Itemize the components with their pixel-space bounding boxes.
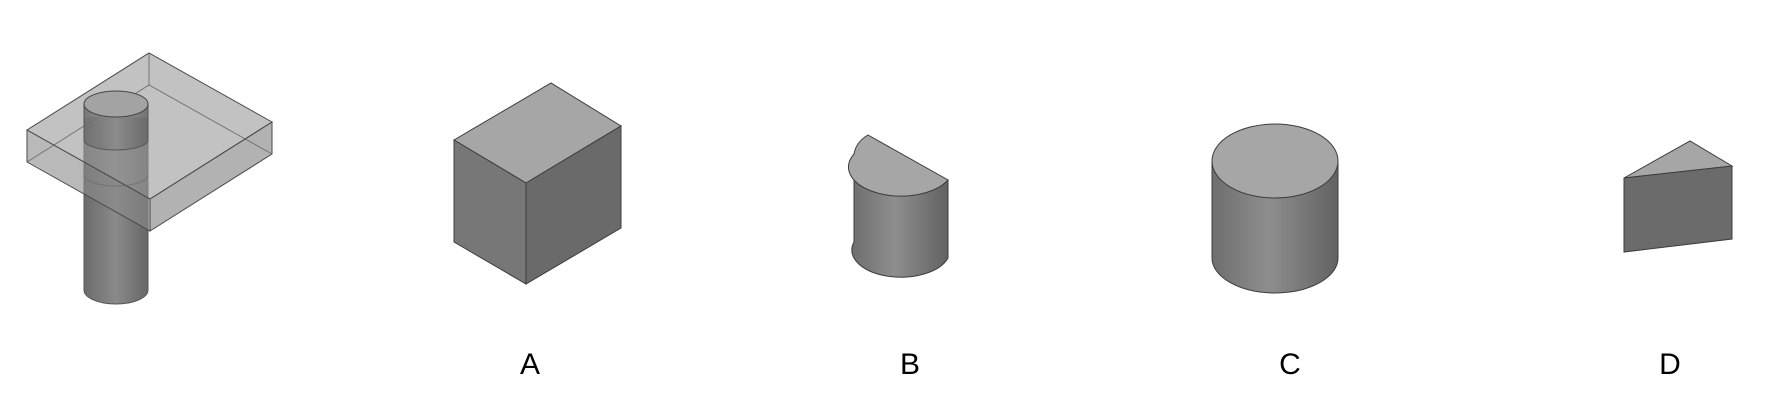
cylinder-body: [1211, 161, 1339, 294]
option-d-label: D: [1659, 348, 1681, 381]
option-c-label: C: [1279, 348, 1301, 381]
reference-object: [26, 52, 273, 305]
cube-right-face: [525, 125, 622, 285]
option-d-triangular-prism: [1623, 140, 1734, 253]
cylinder-top-face: [1211, 123, 1339, 199]
reference-cylinder-cap: [83, 90, 149, 118]
option-b-label: B: [899, 348, 920, 381]
prism-front-face: [1623, 165, 1733, 253]
option-a-label: A: [519, 348, 540, 381]
half-cylinder-top-face: [847, 134, 949, 197]
option-c-cylinder: [1211, 123, 1339, 294]
option-b-half-cylinder: [847, 134, 949, 278]
option-a-cube: [453, 82, 622, 285]
